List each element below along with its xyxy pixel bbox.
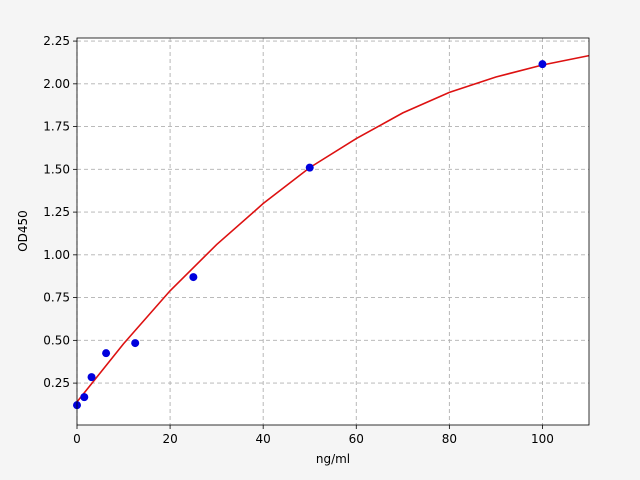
data-point [538, 60, 547, 69]
x-tick-label: 60 [349, 432, 364, 446]
x-tick-label: 20 [162, 432, 177, 446]
y-tick-label: 0.50 [43, 333, 70, 347]
data-point [305, 163, 314, 172]
fit-curve [76, 54, 590, 403]
x-tick-label: 100 [531, 432, 554, 446]
y-tick-label: 1.25 [43, 205, 70, 219]
x-tick-label: 40 [256, 432, 271, 446]
data-point [80, 393, 89, 402]
x-tick-label: 0 [73, 432, 81, 446]
y-tick-label: 0.75 [43, 291, 70, 305]
y-tick-label: 1.50 [43, 162, 70, 176]
data-point [189, 273, 198, 282]
x-tick-label: 80 [442, 432, 457, 446]
y-tick-label: 0.25 [43, 376, 70, 390]
data-point [102, 349, 111, 358]
y-tick-label: 1.75 [43, 120, 70, 134]
y-tick-label: 1.00 [43, 248, 70, 262]
x-axis-label: ng/ml [316, 452, 350, 466]
y-axis-label: OD450 [16, 210, 30, 252]
plot-area [77, 38, 589, 425]
axes-frame [76, 37, 590, 426]
y-tick-label: 2.00 [43, 77, 70, 91]
data-point [131, 339, 140, 348]
y-tick-label: 2.25 [43, 34, 70, 48]
data-point [87, 373, 96, 382]
